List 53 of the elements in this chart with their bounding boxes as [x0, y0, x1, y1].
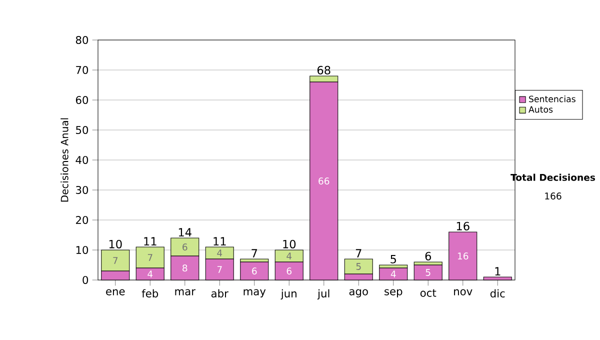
total-label: 7: [356, 249, 362, 258]
data-label: 6: [286, 267, 292, 275]
data-label: 7: [148, 254, 152, 261]
x-tick-label: oct: [420, 289, 436, 297]
data-label: 6: [252, 267, 257, 275]
y-tick-label: 30: [76, 186, 88, 194]
x-tick-label: ago: [349, 289, 368, 298]
total-label: 68: [317, 66, 330, 74]
data-label: 4: [217, 250, 222, 256]
y-tick-label: 0: [82, 276, 88, 284]
total-label: 14: [178, 228, 192, 236]
y-tick-label: 50: [76, 126, 88, 134]
y-tick-label: 70: [76, 66, 88, 74]
x-tick-label: feb: [142, 289, 158, 298]
legend-label: Sentencias: [529, 96, 576, 102]
y-tick-label: 80: [76, 36, 88, 44]
x-tick-label: jul: [317, 289, 330, 300]
total-label: 1: [495, 267, 500, 276]
x-tick-label: abr: [211, 289, 228, 298]
x-tick-label: ene: [106, 289, 125, 296]
y-tick-label: 40: [76, 156, 88, 164]
total-label: 10: [283, 240, 296, 248]
text: 166: [545, 192, 562, 200]
data-label: 5: [426, 269, 430, 276]
data-label: 6: [182, 243, 188, 251]
data-label: 4: [148, 270, 153, 278]
total-label: 16: [456, 222, 470, 230]
data-label: 16: [458, 252, 468, 260]
total-label: 6: [425, 252, 432, 260]
data-label: 4: [286, 252, 292, 260]
total-label: 10: [109, 240, 122, 248]
data-label: 8: [182, 264, 188, 272]
x-tick-label: nov: [454, 289, 472, 296]
data-label: 7: [217, 266, 222, 273]
data-label: 66: [318, 177, 330, 185]
x-tick-label: jun: [280, 289, 296, 300]
total-label: 5: [390, 255, 396, 264]
annotation: Total Decisiones: [510, 174, 596, 181]
x-tick-label: dic: [490, 289, 505, 298]
data-label: 5: [356, 263, 361, 270]
total-label: 11: [144, 237, 156, 246]
total-label: 7: [252, 249, 258, 258]
x-tick-label: sep: [384, 289, 402, 298]
y-tick-label: 60: [76, 96, 88, 104]
data-label: 7: [113, 257, 118, 264]
y-tick-label: 10: [76, 246, 88, 254]
y-tick-label: 20: [76, 216, 88, 224]
x-tick-label: may: [244, 289, 266, 298]
total-label: 11: [214, 237, 226, 246]
legend-label: Autos: [528, 106, 553, 113]
data-label: 4: [390, 270, 396, 278]
x-tick-label: mar: [175, 289, 196, 296]
y-axis-title: Decisiones Anual: [60, 118, 68, 202]
